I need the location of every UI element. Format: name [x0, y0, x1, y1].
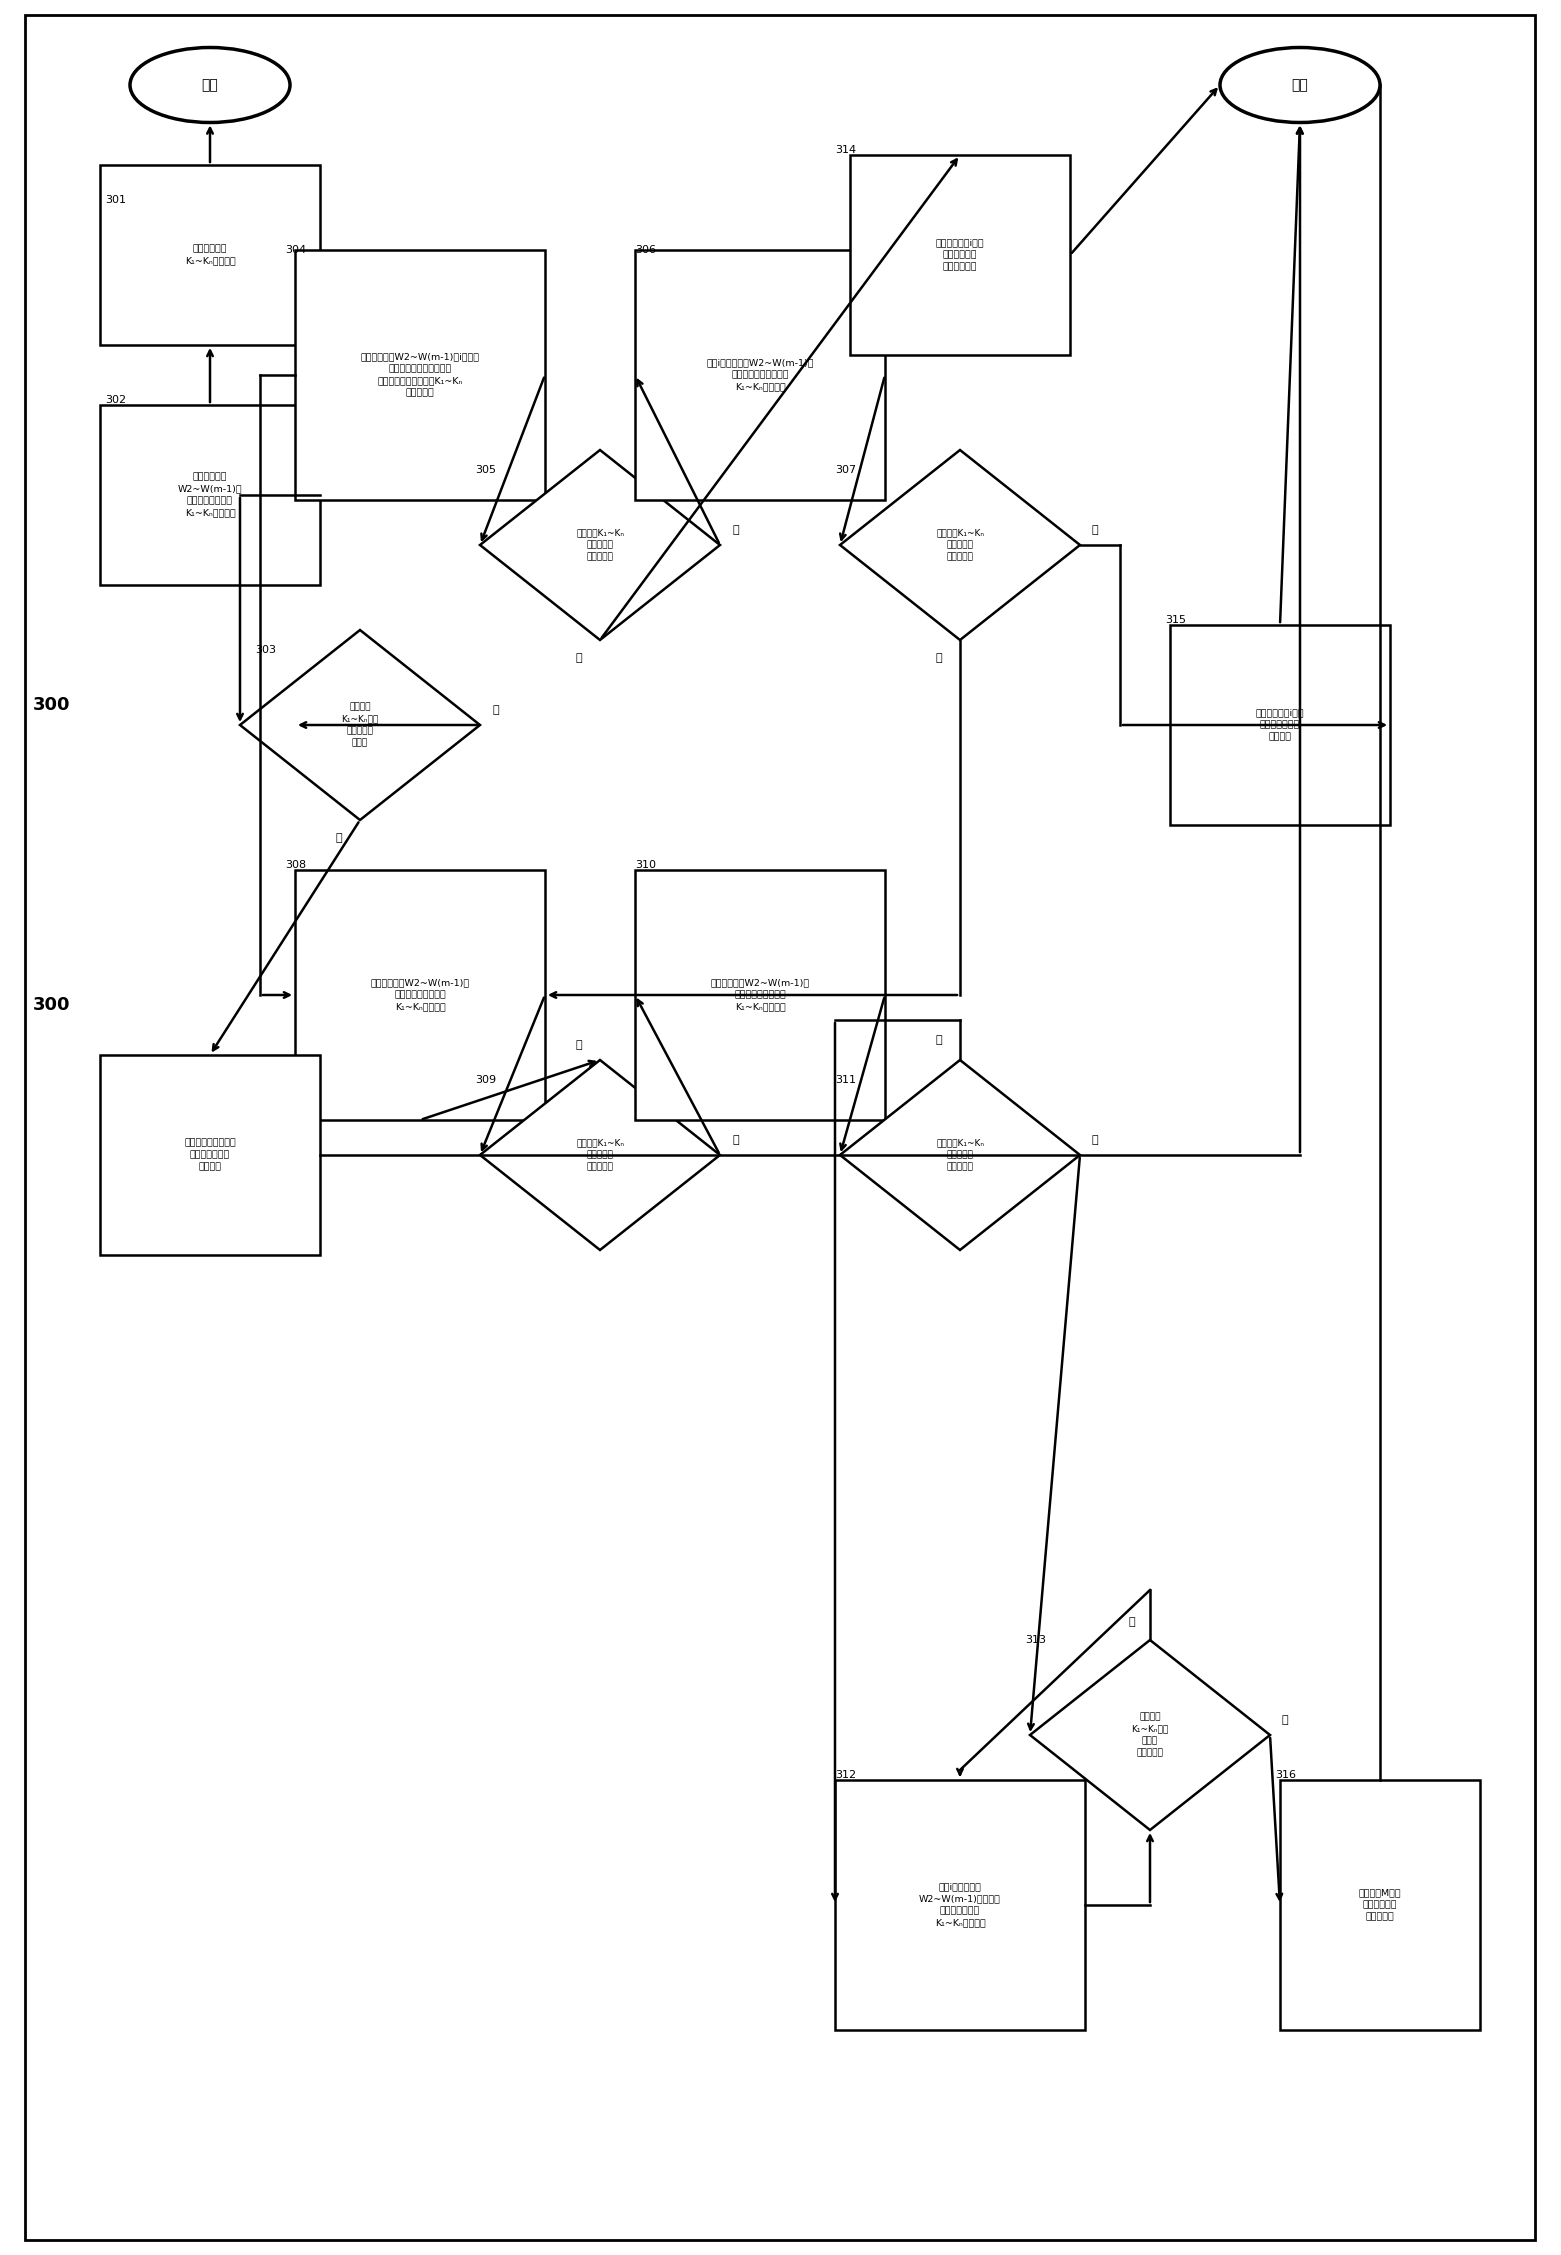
Text: 308: 308: [286, 859, 306, 870]
Text: 输入端口
K₁~Kₙ是否
有电平发生
变化？: 输入端口 K₁~Kₙ是否 有电平发生 变化？: [342, 704, 379, 746]
Text: 输入端口K₁~Kₙ
是否有电平
发生变化？: 输入端口K₁~Kₙ 是否有电平 发生变化？: [576, 1139, 624, 1170]
FancyBboxPatch shape: [635, 870, 885, 1121]
Polygon shape: [1030, 1639, 1271, 1831]
Text: 否: 否: [935, 654, 941, 663]
Polygon shape: [840, 1060, 1080, 1249]
FancyBboxPatch shape: [100, 406, 320, 584]
FancyBboxPatch shape: [25, 16, 1534, 2239]
Text: 300: 300: [33, 697, 70, 715]
Text: 读取输入端口
K₁~Kₙ电平状态: 读取输入端口 K₁~Kₙ电平状态: [184, 244, 236, 266]
Text: 是: 是: [935, 1035, 941, 1044]
Text: 306: 306: [635, 246, 656, 255]
Text: 结束: 结束: [1291, 79, 1308, 92]
Text: 313: 313: [1026, 1635, 1046, 1644]
Text: 输入端口K₁~Kₙ
是否有电平
发生变化？: 输入端口K₁~Kₙ 是否有电平 发生变化？: [576, 528, 624, 561]
Text: 否: 否: [732, 1134, 738, 1146]
Text: 是: 是: [576, 654, 582, 663]
FancyBboxPatch shape: [1280, 1779, 1480, 2030]
Ellipse shape: [1221, 47, 1380, 122]
Text: 设置输出端口W2~W(m-1)均
为高电平，再次读取
K₁~Kₙ电平状态: 设置输出端口W2~W(m-1)均 为高电平，再次读取 K₁~Kₙ电平状态: [710, 979, 810, 1010]
Text: 311: 311: [835, 1076, 855, 1085]
Polygon shape: [840, 451, 1080, 640]
Text: 否: 否: [1093, 1134, 1099, 1146]
FancyBboxPatch shape: [1171, 625, 1389, 825]
Text: 设置输出端口
W2~W(m-1)均
高电平，再次读取
K₁~Kₙ电平状态: 设置输出端口 W2~W(m-1)均 高电平，再次读取 K₁~Kₙ电平状态: [178, 474, 242, 516]
Text: 开始: 开始: [201, 79, 219, 92]
FancyBboxPatch shape: [295, 250, 545, 501]
Text: 设置输出端口W2~W(m-1)均
为低电平，再次读取
K₁~Kₙ电平状态: 设置输出端口W2~W(m-1)均 为低电平，再次读取 K₁~Kₙ电平状态: [370, 979, 470, 1010]
Text: 设置输出端口W2~W(m-1)第i个为低
电平，其余输出端口保持
高电平不变，再次读取K₁~Kₙ
的电平状态: 设置输出端口W2~W(m-1)第i个为低 电平，其余输出端口保持 高电平不变，再…: [361, 352, 479, 397]
Text: 确定按键为第i列，
且与变化端口对
应的按键: 确定按键为第i列， 且与变化端口对 应的按键: [1255, 708, 1305, 742]
Text: 是: 是: [336, 832, 342, 843]
Text: 否: 否: [492, 706, 498, 715]
Text: 315: 315: [1165, 616, 1186, 625]
Text: 输入端口
K₁~Kₙ是否
有电平
发生变化？: 输入端口 K₁~Kₙ是否 有电平 发生变化？: [1132, 1714, 1169, 1757]
Polygon shape: [479, 451, 720, 640]
Text: 301: 301: [105, 194, 126, 205]
Text: 307: 307: [835, 465, 855, 476]
Text: 确定按键为第i列，
且与变化端口
相对应的按键: 确定按键为第i列， 且与变化端口 相对应的按键: [935, 239, 985, 271]
Text: 312: 312: [835, 1770, 855, 1779]
Text: 310: 310: [635, 859, 656, 870]
Text: 否: 否: [1282, 1716, 1289, 1725]
FancyBboxPatch shape: [635, 250, 885, 501]
FancyBboxPatch shape: [100, 1055, 320, 1256]
Text: 将第i个输出端口
W2~W(m-1)切换为高
电平，再次读取
K₁~Kₙ电平状态: 将第i个输出端口 W2~W(m-1)切换为高 电平，再次读取 K₁~Kₙ电平状态: [919, 1883, 1001, 1928]
FancyBboxPatch shape: [100, 165, 320, 345]
Text: 是: 是: [1129, 1617, 1135, 1628]
Polygon shape: [479, 1060, 720, 1249]
Text: 确定按键为第一列，
且与变化端口对
应的按键: 确定按键为第一列， 且与变化端口对 应的按键: [184, 1139, 236, 1170]
Text: 309: 309: [475, 1076, 496, 1085]
Ellipse shape: [130, 47, 290, 122]
Text: 是: 是: [1093, 525, 1099, 534]
Text: 输入端口K₁~Kₙ
是否有电平
发生变堖？: 输入端口K₁~Kₙ 是否有电平 发生变堖？: [937, 528, 983, 561]
Text: 输入端口K₁~Kₙ
是否有电平
发生变化？: 输入端口K₁~Kₙ 是否有电平 发生变化？: [937, 1139, 983, 1170]
Text: 304: 304: [286, 246, 306, 255]
FancyBboxPatch shape: [835, 1779, 1085, 2030]
Text: 302: 302: [105, 395, 126, 406]
FancyBboxPatch shape: [851, 156, 1069, 354]
Text: 确定为第M列，
且与变化端口
对应的按键: 确定为第M列， 且与变化端口 对应的按键: [1358, 1890, 1402, 1921]
Text: 300: 300: [33, 997, 70, 1015]
FancyBboxPatch shape: [295, 870, 545, 1121]
Text: 305: 305: [475, 465, 496, 476]
Text: 将第i个输出端口W2~W(m-1)切
换为高电平，再次读取
K₁~Kₙ电平状态: 将第i个输出端口W2~W(m-1)切 换为高电平，再次读取 K₁~Kₙ电平状态: [706, 359, 813, 392]
Text: 303: 303: [254, 645, 276, 654]
Text: 是: 是: [576, 1040, 582, 1051]
Polygon shape: [240, 629, 479, 821]
Text: 314: 314: [835, 144, 855, 156]
Text: 316: 316: [1275, 1770, 1296, 1779]
Text: 否: 否: [732, 525, 738, 534]
